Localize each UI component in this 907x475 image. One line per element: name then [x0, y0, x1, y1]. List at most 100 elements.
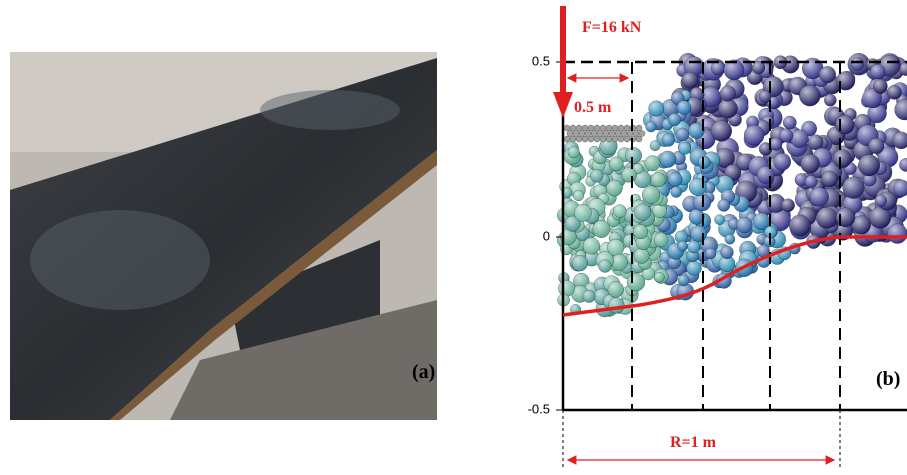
plate-particle: [597, 131, 603, 137]
plate-particle: [582, 136, 588, 142]
particle-highlight: [836, 208, 855, 227]
particle-highlight: [774, 153, 791, 170]
particle-highlight: [687, 261, 702, 276]
particle-highlight: [668, 113, 680, 125]
particle-highlight: [875, 195, 887, 207]
plate-particle: [633, 131, 639, 137]
plate-particle: [564, 125, 570, 131]
particle-highlight: [679, 142, 691, 154]
plate-particle: [564, 136, 570, 142]
particle-highlight: [572, 255, 588, 271]
particle-highlight: [590, 169, 603, 182]
particle-highlight: [682, 72, 698, 88]
particle-highlight: [668, 172, 682, 186]
particle-highlight: [822, 171, 838, 187]
particle-highlight: [671, 186, 682, 197]
plate-particle: [573, 131, 579, 137]
particle-highlight: [660, 151, 677, 168]
axis-label: 0.5: [532, 53, 550, 68]
panel-label: (b): [876, 368, 900, 390]
particle-highlight: [711, 61, 725, 75]
particle-highlight: [789, 215, 810, 236]
particle-highlight: [718, 199, 730, 211]
plate-particle: [591, 131, 597, 137]
particle-highlight: [899, 158, 907, 171]
particle-highlight: [599, 260, 612, 273]
plate-particle: [600, 136, 606, 142]
particle-highlight: [870, 64, 885, 79]
plate-particle: [624, 125, 630, 131]
particle-highlight: [887, 85, 901, 99]
plate-particle: [612, 136, 618, 142]
particle-highlight: [705, 248, 716, 259]
particle-highlight: [783, 116, 796, 129]
particle-highlight: [611, 254, 627, 270]
particle-highlight: [824, 94, 836, 106]
particle-highlight: [851, 57, 864, 70]
plate-particle: [579, 131, 585, 137]
particle-highlight: [721, 246, 734, 259]
particles: [557, 53, 907, 317]
particle-highlight: [608, 281, 624, 297]
particle-highlight: [782, 199, 795, 212]
panel-label: (a): [412, 361, 435, 383]
radius-label: R=1 m: [670, 434, 717, 451]
particle-highlight: [593, 220, 610, 237]
particle-highlight: [873, 79, 887, 93]
particle-highlight: [711, 121, 732, 142]
width-label: 0.5 m: [574, 99, 612, 116]
plate-particle: [639, 131, 645, 137]
particle-highlight: [791, 130, 809, 148]
particle-highlight: [646, 121, 657, 132]
particle-highlight: [869, 138, 884, 153]
particle-highlight: [678, 241, 688, 251]
particle-highlight: [691, 226, 707, 242]
axis-label: -0.5: [528, 401, 550, 416]
particle-highlight: [678, 275, 689, 286]
plate-particle: [585, 131, 591, 137]
particle-highlight: [770, 138, 782, 150]
particle-highlight: [799, 85, 820, 106]
particle-highlight: [583, 290, 595, 302]
particle-highlight: [858, 155, 879, 176]
particle-highlight: [621, 167, 636, 182]
axis-label: 0: [543, 228, 550, 243]
particle-highlight: [634, 248, 649, 263]
particle-highlight: [676, 128, 689, 141]
plate-particle: [576, 136, 582, 142]
particle-highlight: [633, 225, 647, 239]
plate-particle: [570, 125, 576, 131]
particle-highlight: [558, 280, 574, 296]
particle-highlight: [568, 147, 580, 159]
particle-highlight: [649, 101, 664, 116]
plate-particle: [606, 136, 612, 142]
plate-particle: [627, 131, 633, 137]
particle-highlight: [687, 241, 699, 253]
particle-highlight: [805, 176, 817, 188]
plate-particle: [588, 125, 594, 131]
force-arrowhead: [553, 92, 573, 118]
plate-particle: [582, 125, 588, 131]
particle-highlight: [888, 224, 907, 244]
particle-highlight: [819, 66, 836, 83]
particle-highlight: [634, 204, 651, 221]
particle-highlight: [736, 217, 752, 233]
particle-highlight: [895, 99, 907, 120]
particle-highlight: [625, 147, 641, 163]
plate-particle: [621, 131, 627, 137]
particle-highlight: [725, 234, 735, 244]
particle-highlight: [843, 177, 865, 199]
plate-particle: [600, 125, 606, 131]
particle-highlight: [654, 272, 664, 282]
plate-particle: [618, 125, 624, 131]
particle-highlight: [627, 273, 645, 291]
plate-particle: [609, 131, 615, 137]
particle-highlight: [573, 190, 583, 200]
particle-highlight: [583, 238, 600, 255]
plate-particle: [567, 131, 573, 137]
particle-highlight: [613, 205, 626, 218]
photo: [10, 52, 437, 420]
particle-highlight: [757, 166, 774, 183]
plate-particle: [636, 136, 642, 142]
particle-highlight: [720, 86, 736, 102]
